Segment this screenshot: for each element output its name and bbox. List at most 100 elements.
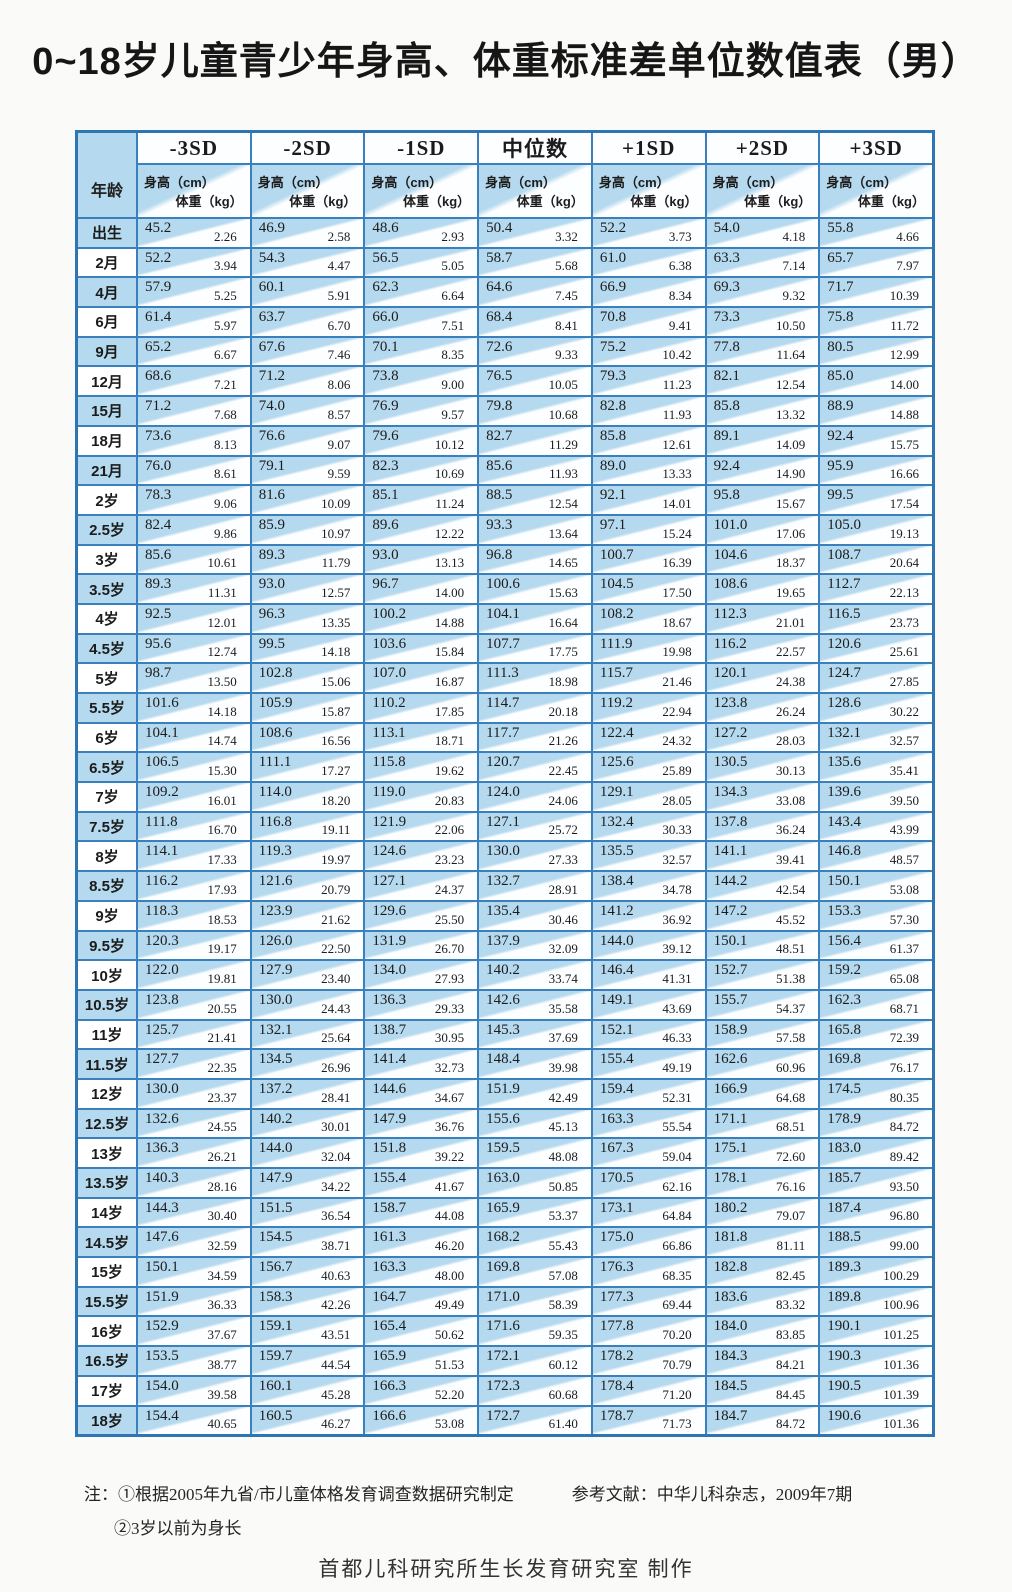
weight-value: 101.36 xyxy=(883,1416,919,1432)
data-cell: 139.6 39.50 xyxy=(820,783,932,811)
height-value: 123.9 xyxy=(258,902,293,919)
data-cell: 165.9 51.53 xyxy=(365,1347,478,1375)
weight-value: 49.19 xyxy=(662,1059,692,1075)
height-value: 58.7 xyxy=(486,249,513,266)
data-cell: 183.0 89.42 xyxy=(820,1139,932,1167)
height-value: 160.1 xyxy=(258,1377,293,1394)
weight-value: 7.14 xyxy=(782,258,806,274)
data-cell: 154.0 39.58 xyxy=(138,1376,250,1405)
weight-value: 30.95 xyxy=(434,1030,465,1046)
data-cell: 151.9 42.49 xyxy=(479,1079,591,1108)
weight-value: 15.30 xyxy=(207,763,237,779)
weight-value: 99.00 xyxy=(889,1238,919,1254)
weight-value: 53.08 xyxy=(434,1416,465,1432)
weight-value: 17.27 xyxy=(321,763,351,779)
data-cell: 76.9 9.57 xyxy=(365,397,478,425)
data-cell: 132.1 25.64 xyxy=(251,1020,364,1049)
height-value: 145.3 xyxy=(486,1021,520,1038)
data-cell: 73.6 8.13 xyxy=(138,426,250,455)
height-value: 151.9 xyxy=(486,1080,520,1097)
weight-value: 83.85 xyxy=(776,1327,806,1343)
weight-value: 2.58 xyxy=(327,228,351,244)
weight-value: 26.70 xyxy=(434,941,465,957)
data-cell: 54.0 4.18 xyxy=(706,219,819,247)
weight-value: 7.46 xyxy=(327,347,351,363)
weight-value: 72.60 xyxy=(776,1149,806,1164)
height-value: 89.3 xyxy=(145,576,172,593)
height-value: 131.9 xyxy=(372,932,407,949)
weight-value: 30.33 xyxy=(662,822,692,838)
weight-value: 9.07 xyxy=(327,436,351,452)
weight-value: 36.33 xyxy=(207,1297,237,1313)
height-value: 130.0 xyxy=(486,843,520,860)
height-value: 75.8 xyxy=(827,309,854,326)
height-value: 154.5 xyxy=(258,1229,293,1246)
data-cell: 60.1 5.91 xyxy=(251,278,364,307)
height-value: 181.8 xyxy=(713,1229,748,1246)
weight-value: 55.43 xyxy=(548,1238,578,1254)
height-value: 108.6 xyxy=(258,724,293,741)
height-value: 122.4 xyxy=(599,724,634,741)
data-cell: 178.2 70.79 xyxy=(592,1347,705,1375)
weight-value: 52.20 xyxy=(434,1386,465,1402)
height-value: 65.2 xyxy=(145,338,172,355)
weight-value: 32.57 xyxy=(662,852,692,868)
height-value: 108.7 xyxy=(827,546,862,563)
height-value: 119.0 xyxy=(372,784,406,801)
weight-value: 79.07 xyxy=(776,1208,806,1224)
weight-value: 15.06 xyxy=(321,674,351,689)
data-cell: 127.2 28.03 xyxy=(706,723,819,752)
data-cell: 71.2 7.68 xyxy=(138,397,250,425)
data-cell: 152.9 37.67 xyxy=(138,1317,250,1346)
weight-value: 17.75 xyxy=(548,644,578,660)
weight-value: 93.50 xyxy=(889,1178,919,1194)
height-value: 135.6 xyxy=(827,754,862,771)
weight-value: 100.96 xyxy=(883,1297,919,1313)
data-cell: 190.5 101.39 xyxy=(820,1376,932,1405)
weight-value: 57.30 xyxy=(889,911,919,927)
height-value: 71.2 xyxy=(258,368,285,385)
height-value: 95.6 xyxy=(145,635,172,652)
weight-value: 28.03 xyxy=(776,733,806,749)
weight-value: 46.20 xyxy=(434,1238,465,1254)
data-cell: 153.5 38.77 xyxy=(138,1347,250,1375)
age-label: 7.5岁 xyxy=(78,812,136,841)
height-value: 122.0 xyxy=(145,962,179,979)
height-value: 134.0 xyxy=(372,962,407,979)
age-label: 12月 xyxy=(78,367,136,396)
data-cell: 123.8 20.55 xyxy=(138,990,250,1019)
weight-value: 30.01 xyxy=(321,1119,351,1135)
weight-value: 11.64 xyxy=(776,347,806,363)
data-cell: 175.1 72.60 xyxy=(706,1139,819,1167)
height-value: 178.7 xyxy=(599,1407,634,1424)
data-cell: 164.7 49.49 xyxy=(365,1287,478,1316)
weight-value: 64.84 xyxy=(662,1208,692,1224)
height-value: 109.2 xyxy=(145,784,179,801)
weight-value: 44.54 xyxy=(321,1356,351,1372)
data-cell: 79.8 10.68 xyxy=(479,397,591,425)
data-cell: 120.7 22.45 xyxy=(479,753,591,782)
weight-value: 48.00 xyxy=(434,1267,465,1283)
age-label: 13岁 xyxy=(78,1139,136,1167)
weight-value: 6.67 xyxy=(213,347,237,363)
height-value: 135.5 xyxy=(599,843,634,860)
data-cell: 184.3 84.21 xyxy=(706,1347,819,1375)
data-cell: 144.0 39.12 xyxy=(592,931,705,960)
data-cell: 111.1 17.27 xyxy=(251,753,364,782)
height-value: 96.7 xyxy=(372,576,399,593)
height-weight-subheader: 身高（cm） 体重（kg） xyxy=(251,165,364,217)
weight-value: 80.35 xyxy=(889,1089,919,1105)
height-value: 110.2 xyxy=(372,695,406,711)
weight-value: 28.16 xyxy=(207,1178,237,1194)
height-value: 54.3 xyxy=(258,249,285,266)
weight-value: 15.84 xyxy=(434,644,465,660)
weight-value: 15.75 xyxy=(889,436,919,452)
height-value: 56.5 xyxy=(372,249,399,266)
height-value: 165.9 xyxy=(372,1348,407,1365)
weight-value: 19.13 xyxy=(889,525,919,541)
height-value: 189.8 xyxy=(827,1288,862,1305)
height-value: 118.3 xyxy=(145,902,179,919)
data-cell: 119.2 22.94 xyxy=(592,694,705,722)
page-title: 0~18岁儿童青少年身高、体重标准差单位数值表（男） xyxy=(32,41,980,83)
data-cell: 132.4 30.33 xyxy=(592,812,705,841)
